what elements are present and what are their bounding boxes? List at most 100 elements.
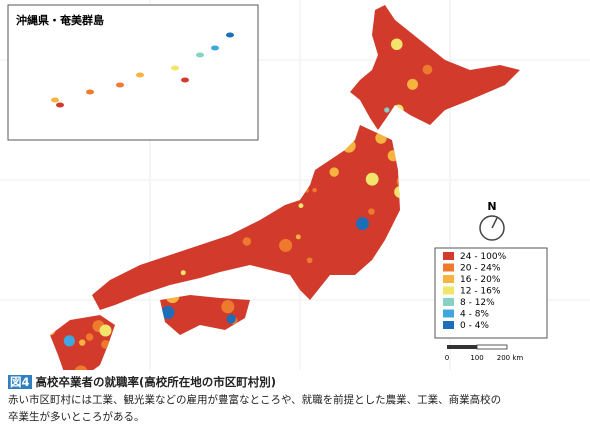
caption-title: 高校卒業者の就職率(高校所在地の市区町村別) (35, 375, 277, 389)
island (181, 77, 189, 83)
municipality-patch (241, 342, 247, 348)
municipality-patch (467, 225, 475, 233)
municipality-patch (215, 177, 227, 188)
municipality-patch (517, 5, 520, 18)
municipality-patch (258, 278, 263, 283)
municipality-patch (165, 289, 180, 304)
municipality-patch (115, 185, 124, 194)
inset-title: 沖縄県・奄美群島 (16, 13, 104, 27)
legend-swatch (443, 321, 454, 329)
municipality-patch (268, 206, 274, 211)
municipality-patch (242, 237, 252, 246)
island (171, 65, 179, 71)
municipality-patch (521, 162, 531, 172)
caption-line: 赤い市区町村には工業、観光業などの雇用が豊富なところや、就職を前提とした農業、工… (8, 394, 502, 406)
municipality-patch (99, 324, 112, 337)
municipality-patch (496, 96, 502, 102)
municipality-patch (434, 215, 440, 221)
municipality-patch (520, 173, 530, 183)
municipality-patch (58, 156, 69, 167)
municipality-patch (384, 107, 390, 113)
municipality-patch (289, 291, 297, 299)
municipality-patch (247, 351, 254, 358)
municipality-patch (213, 225, 219, 231)
municipality-patch (406, 172, 415, 181)
municipality-patch (78, 339, 86, 346)
municipality-patch (485, 134, 492, 142)
legend-swatch (443, 309, 454, 318)
municipality-patch (397, 116, 408, 127)
inset-islands (51, 32, 234, 108)
legend: 24 - 100% 20 - 24%16 - 20% 12 - 16%8 - 12%… (443, 252, 507, 331)
municipality-patch (416, 253, 422, 259)
municipality-patch (368, 208, 375, 215)
municipality-patch (471, 19, 478, 26)
municipality-patch (160, 327, 174, 340)
island (196, 52, 204, 58)
legend-swatch (443, 286, 454, 295)
municipality-patch (374, 330, 383, 339)
municipality-patch (132, 355, 141, 364)
municipality-patch (342, 139, 356, 153)
municipality-patch (141, 223, 150, 233)
municipality-patch (139, 148, 152, 161)
municipality-patch (375, 132, 387, 144)
legend-swatch (443, 298, 454, 306)
municipality-patch (326, 53, 338, 66)
legend-swatch (443, 275, 454, 283)
municipality-patch (319, 291, 333, 305)
municipality-patch (279, 238, 293, 252)
legend-label: 12 - 16% (460, 287, 501, 297)
municipality-patch (281, 91, 288, 98)
municipality-patch (147, 360, 156, 369)
municipality-patch (250, 319, 260, 328)
municipality-patch (190, 353, 195, 358)
municipality-patch (343, 35, 349, 41)
municipality-patch (306, 257, 313, 264)
municipality-patch (298, 320, 308, 331)
municipality-patch (365, 172, 379, 186)
inset-frame (7, 4, 259, 141)
municipality-patch (120, 186, 129, 196)
municipality-patch (112, 259, 119, 266)
municipality-patch (304, 188, 310, 193)
municipality-patch (63, 335, 75, 347)
municipality-patch (157, 171, 162, 176)
municipality-patch (226, 314, 236, 324)
municipality-patch (284, 156, 296, 168)
scale-label: 200 km (497, 354, 524, 362)
legend-label: 20 - 24% (460, 264, 501, 274)
island (86, 89, 94, 95)
municipality-patch (201, 213, 208, 220)
municipality-patch (276, 10, 288, 22)
municipality-patch (203, 329, 211, 337)
island (56, 102, 64, 108)
municipality-patch (310, 311, 318, 319)
municipality-patch (488, 171, 498, 181)
municipality-patch (64, 282, 75, 292)
municipality-patch (516, 238, 520, 245)
municipality-patch (411, 187, 421, 198)
municipality-patch (422, 272, 431, 280)
municipality-patch (37, 257, 49, 269)
municipality-patch (355, 217, 370, 231)
municipality-patch (307, 10, 316, 18)
municipality-patch (68, 176, 79, 187)
municipality-patch (396, 175, 409, 188)
municipality-patch (331, 320, 340, 329)
scale-label: 100 (470, 354, 483, 362)
municipality-patch (161, 305, 175, 320)
municipality-patch (383, 366, 392, 375)
municipality-patch (70, 154, 75, 159)
municipality-patch (98, 244, 105, 251)
municipality-patch (394, 185, 408, 199)
north-needle (491, 217, 498, 229)
municipality-patch (499, 91, 511, 102)
municipality-patch (359, 334, 365, 340)
municipality-patch (50, 324, 56, 336)
municipality-patch (503, 123, 513, 133)
municipality-patch (512, 211, 520, 220)
municipality-patch (422, 64, 433, 75)
municipality-patch (101, 339, 110, 349)
municipality-patch (112, 348, 125, 361)
